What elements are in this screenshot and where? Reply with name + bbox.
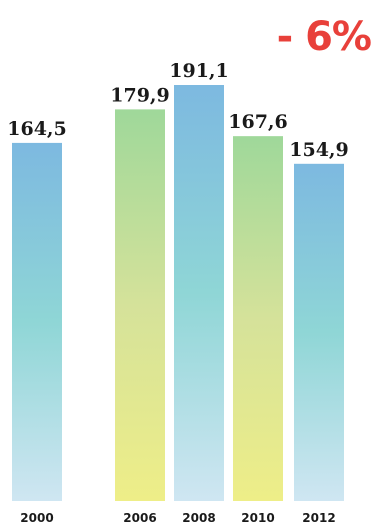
bar-2008 <box>174 85 224 501</box>
bar-2012 <box>294 163 344 501</box>
x-tick-2000: 2000 <box>20 511 53 525</box>
x-tick-2012: 2012 <box>302 511 335 525</box>
data-label-2012: 154,9 <box>289 139 349 161</box>
x-tick-2006: 2006 <box>123 511 156 525</box>
data-label-2000: 164,5 <box>7 118 67 140</box>
bar-2000 <box>12 142 62 501</box>
bar-2010 <box>233 136 283 501</box>
change-annotation: - 6% <box>276 14 372 60</box>
bar-2006 <box>115 109 165 501</box>
data-label-2008: 191,1 <box>169 60 229 82</box>
x-tick-2010: 2010 <box>241 511 274 525</box>
data-label-2010: 167,6 <box>228 111 288 133</box>
x-tick-2008: 2008 <box>182 511 215 525</box>
data-label-2006: 179,9 <box>110 84 170 106</box>
